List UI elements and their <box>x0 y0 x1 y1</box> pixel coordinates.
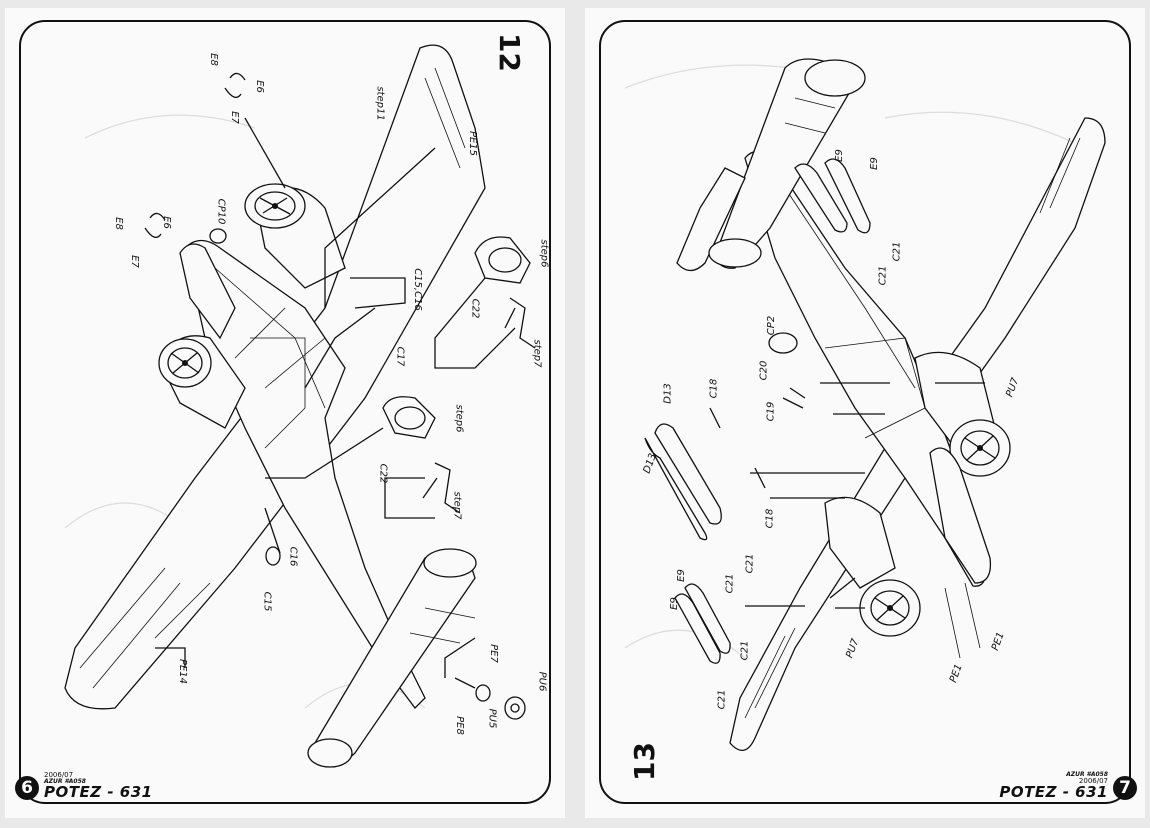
fuselage <box>184 239 426 709</box>
assembly-diagram-step-12 <box>64 44 536 768</box>
label-c18-top: C18 <box>708 378 720 399</box>
small-parts <box>144 72 526 720</box>
drop-tanks <box>644 158 871 664</box>
label-c22-bottom: C22 <box>377 463 389 484</box>
page-frame <box>19 20 551 804</box>
label-e7-mid: E7 <box>128 255 140 268</box>
label-e8-mid: E8 <box>112 217 124 230</box>
label-e9-a: E9 <box>833 149 845 162</box>
step-number: 13 <box>627 742 661 781</box>
label-e7-top: E7 <box>228 111 240 124</box>
page-number: 7 <box>1113 776 1137 800</box>
label-pe14: PE14 <box>177 658 189 685</box>
nose-cone <box>929 447 992 584</box>
page-footer: 6 2006/07 AZUR #A058 POTEZ - 631 <box>15 772 153 800</box>
page-number: 6 <box>15 776 39 800</box>
tailplane <box>307 548 477 768</box>
step-number: 12 <box>493 33 527 72</box>
label-pe8: PE8 <box>453 716 465 735</box>
engine-nacelle-top <box>244 183 346 289</box>
model-name: POTEZ - 631 <box>44 783 153 801</box>
label-step7-bottom: step7 <box>451 491 463 520</box>
label-c21-f: C21 <box>716 689 728 710</box>
label-c21-a: C21 <box>877 265 889 286</box>
main-gear-top <box>474 236 536 349</box>
label-c15-c16: C15,C16 <box>411 268 423 311</box>
label-step11: step11 <box>374 86 386 121</box>
label-pu6: PU6 <box>536 671 548 692</box>
label-c21-c: C21 <box>724 573 736 594</box>
label-e6-mid: E6 <box>160 216 172 229</box>
label-c21-b: C21 <box>891 241 903 262</box>
engine-nacelle-bottom <box>824 496 921 637</box>
label-pu5: PU5 <box>486 708 498 729</box>
label-c15: C15 <box>261 591 273 612</box>
label-e9-d: E9 <box>675 569 687 582</box>
label-c21-e: C21 <box>739 640 751 661</box>
label-c21-d: C21 <box>744 553 756 574</box>
label-c17: C17 <box>394 346 406 367</box>
leader-lines <box>155 117 516 689</box>
nose-cone <box>179 243 236 340</box>
label-cp2: CP2 <box>766 315 778 336</box>
model-name: POTEZ - 631 <box>999 783 1108 801</box>
page-footer: AZUR #A058 2006/07 POTEZ - 631 7 <box>999 772 1137 800</box>
label-step7-top: step7 <box>531 339 543 368</box>
instruction-page-left: 12 step11 PE15 E8 E6 E7 E8 E6 E7 CP10 C1… <box>5 8 565 818</box>
label-c22-top: C22 <box>469 298 481 319</box>
label-d13-top: D13 <box>662 383 674 404</box>
kit-reference: AZUR #A058 <box>1066 771 1108 778</box>
print-date: 2006/07 <box>44 771 74 779</box>
engine-nacelle-right <box>914 351 1011 477</box>
small-parts <box>709 332 806 489</box>
main-gear-bottom <box>382 396 461 514</box>
label-step6-bottom: step6 <box>453 404 465 433</box>
label-c18-bottom: C18 <box>764 508 776 529</box>
instruction-page-right: 13 E9 E9 C21 C21 CP2 C20 C18 C19 D13 D13… <box>585 8 1145 818</box>
label-step6-top: step6 <box>538 239 550 268</box>
label-c16: C16 <box>287 546 299 567</box>
label-e8-top: E8 <box>207 53 219 66</box>
label-cp10: CP10 <box>215 198 227 225</box>
label-e9-b: E9 <box>868 157 880 170</box>
page-frame <box>599 20 1131 804</box>
label-e6-top: E6 <box>253 80 265 93</box>
print-date: 2006/07 <box>1078 777 1108 785</box>
label-pe15: PE15 <box>467 130 479 157</box>
label-c19: C19 <box>765 401 777 422</box>
label-c20: C20 <box>758 360 770 381</box>
leader-lines <box>745 382 985 659</box>
label-e9-c: E9 <box>668 597 680 610</box>
engine-nacelle-bottom <box>158 335 246 429</box>
assembly-diagram-step-13 <box>624 58 1106 751</box>
label-pe7: PE7 <box>487 644 499 663</box>
kit-reference: AZUR #A058 <box>44 778 86 785</box>
tailplane <box>676 58 866 272</box>
